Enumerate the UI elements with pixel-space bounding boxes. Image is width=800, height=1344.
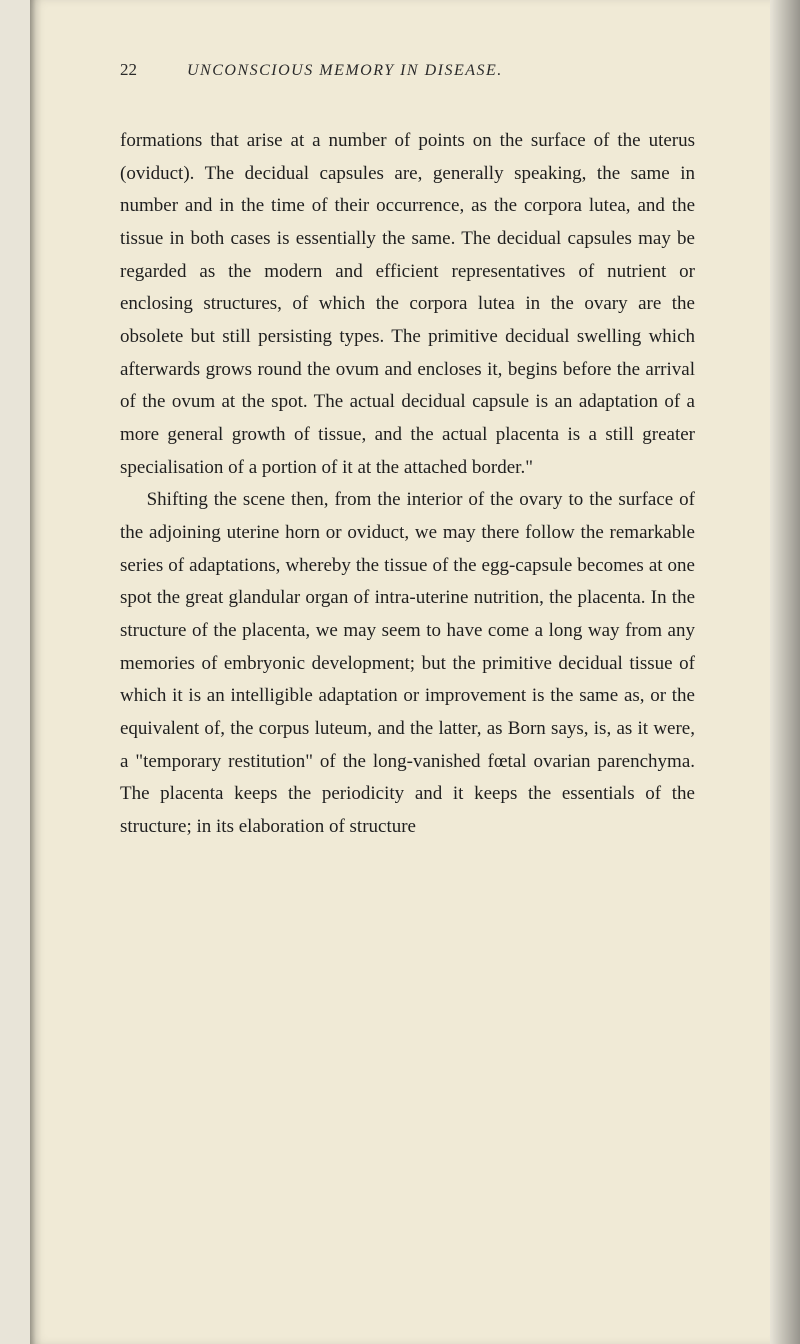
page-number: 22 [120, 60, 137, 80]
body-text: formations that arise at a number of poi… [120, 125, 695, 844]
page-header: 22 UNCONSCIOUS MEMORY IN DISEASE. [120, 60, 695, 80]
paragraph: Shifting the scene then, from the interi… [120, 484, 695, 843]
book-page: 22 UNCONSCIOUS MEMORY IN DISEASE. format… [30, 0, 770, 1344]
running-title: UNCONSCIOUS MEMORY IN DISEASE. [187, 62, 503, 80]
page-edge-shadow [770, 0, 800, 1344]
paragraph: formations that arise at a number of poi… [120, 125, 695, 484]
